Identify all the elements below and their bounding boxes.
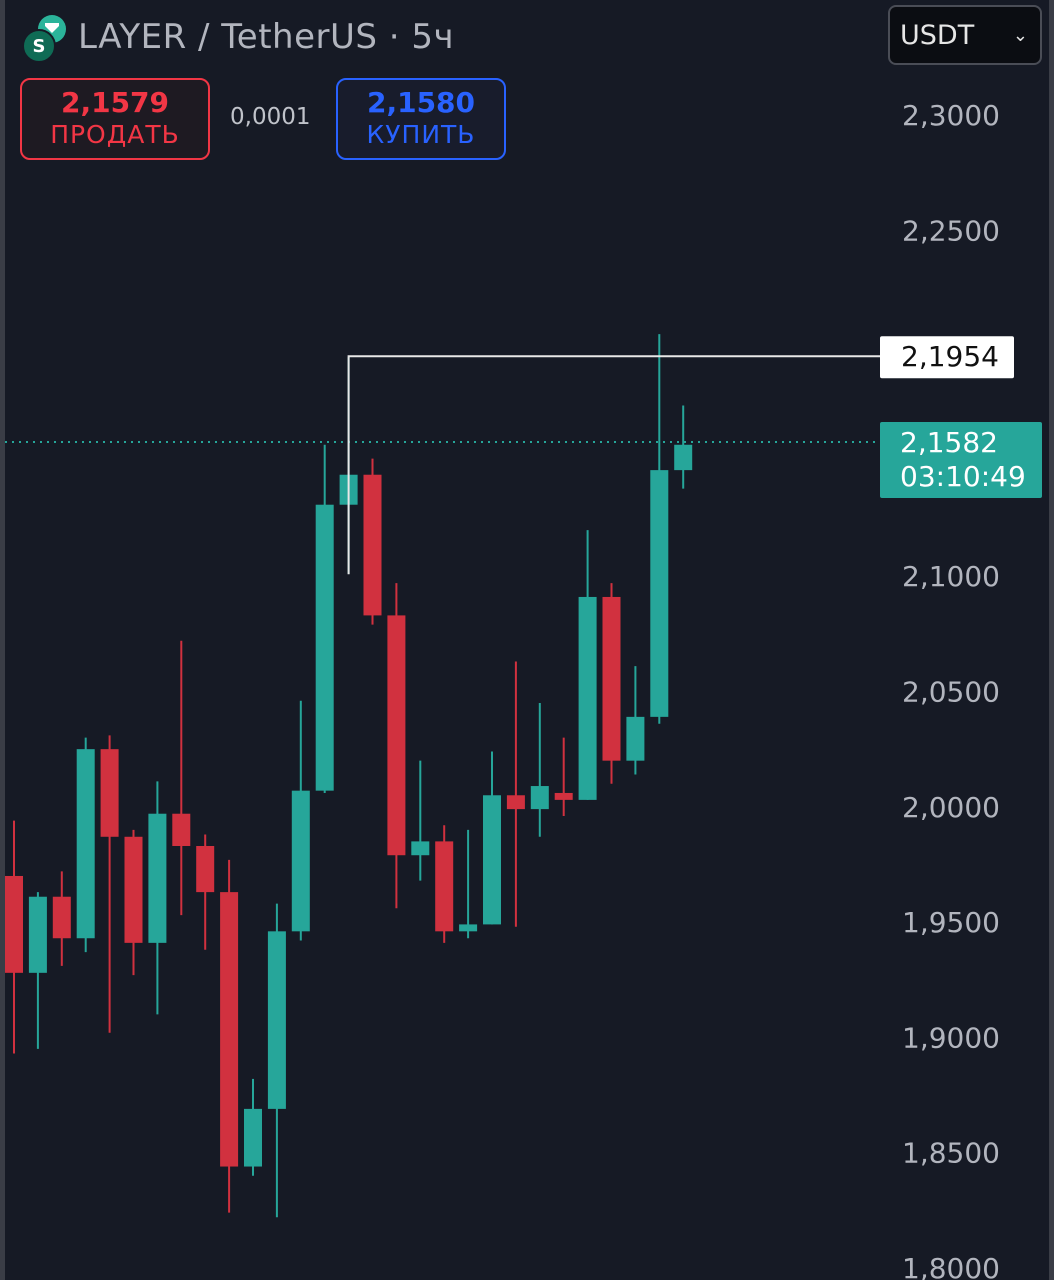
candle-body[interactable] — [315, 504, 334, 791]
candle-body[interactable] — [483, 795, 501, 925]
last-price-badge — [880, 421, 1042, 498]
spread-value: 0,0001 — [230, 104, 311, 130]
candle-body[interactable] — [650, 470, 669, 717]
y-tick-label: 1,9500 — [902, 906, 1000, 939]
symbol-title[interactable]: LAYER / TetherUS · 5ч — [78, 17, 455, 57]
y-tick-label: 1,8000 — [902, 1252, 1000, 1280]
candle-body[interactable] — [244, 1108, 262, 1167]
high-marker-line — [347, 355, 880, 575]
last-price-label: 2,1582 — [900, 426, 998, 459]
candle-body[interactable] — [435, 841, 454, 932]
y-tick-label: 2,0500 — [902, 676, 1000, 709]
candle-body[interactable] — [459, 924, 478, 932]
currency-select-value: USDT — [900, 19, 975, 51]
candle-body[interactable] — [554, 792, 573, 800]
candle-body[interactable] — [196, 846, 215, 893]
chart-header: S LAYER / TetherUS · 5ч — [20, 12, 455, 63]
chevron-down-icon: ⌄ — [1012, 25, 1028, 46]
frame-edge-left — [0, 0, 5, 1280]
high-marker-label: 2,1954 — [901, 340, 999, 373]
y-tick-label: 1,9000 — [902, 1021, 1000, 1054]
candle-body[interactable] — [291, 790, 310, 932]
candle-body[interactable] — [578, 596, 597, 800]
y-tick-label: 2,0000 — [902, 791, 1000, 824]
y-tick-label: 2,3000 — [902, 99, 1000, 132]
sell-price: 2,1579 — [60, 86, 170, 119]
candle-body[interactable] — [5, 875, 23, 973]
candle-body[interactable] — [674, 444, 693, 471]
sell-label: ПРОДАТЬ — [50, 120, 180, 149]
candle-body[interactable] — [76, 749, 95, 939]
candle-body[interactable] — [148, 813, 167, 943]
buy-label: КУПИТЬ — [366, 120, 476, 149]
candle-body[interactable] — [363, 474, 382, 616]
candle-body[interactable] — [411, 841, 430, 856]
y-tick-label: 1,8500 — [902, 1137, 1000, 1170]
buy-button[interactable]: 2,1580 КУПИТЬ — [336, 78, 506, 160]
frame-edge-right — [1049, 0, 1054, 1280]
candle-body[interactable] — [52, 896, 71, 939]
buy-price: 2,1580 — [366, 86, 476, 119]
sell-button[interactable]: 2,1579 ПРОДАТЬ — [20, 78, 210, 160]
candle-body[interactable] — [220, 892, 239, 1167]
candle-body[interactable] — [387, 615, 406, 856]
y-tick-label: 2,1000 — [902, 560, 1000, 593]
candle-body[interactable] — [124, 836, 143, 943]
layer-coin-icon: S — [20, 13, 68, 63]
candle-body[interactable] — [28, 896, 47, 973]
candle-body[interactable] — [506, 795, 525, 810]
candle-countdown: 03:10:49 — [900, 460, 1026, 493]
candle-body[interactable] — [626, 716, 645, 761]
currency-select[interactable]: USDT ⌄ — [888, 5, 1042, 65]
candle-body[interactable] — [172, 813, 191, 847]
candle-body[interactable] — [602, 596, 621, 761]
y-tick-label: 2,2500 — [902, 214, 1000, 247]
candle-body[interactable] — [100, 749, 119, 837]
high-marker-badge — [880, 336, 1014, 379]
layer-logo-glyph: S — [22, 29, 56, 63]
candle-body[interactable] — [530, 786, 549, 810]
candle-body[interactable] — [267, 931, 286, 1109]
